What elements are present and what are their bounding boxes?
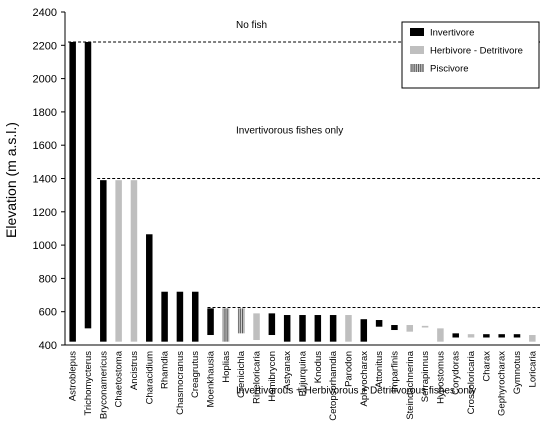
x-tick-label: Loricaria xyxy=(527,350,538,387)
x-tick-label: Rhamdia xyxy=(160,350,171,389)
bars xyxy=(69,41,536,342)
bar-crossoloricaria xyxy=(467,334,475,338)
bar-serrapinnus xyxy=(421,325,429,328)
bar-gymnotus xyxy=(513,334,521,338)
y-axis-ticks: 400 600 800 1000 1200 1400 1600 1800 2000 2200 240… xyxy=(33,7,65,352)
bar-aphyocharax xyxy=(360,319,368,342)
x-axis-tick-labels: Astroblepus Trichomycterus Bryconamericus C… xyxy=(68,350,539,420)
x-tick-label: Trichomycterus xyxy=(83,351,94,416)
bar-bujurquina xyxy=(299,315,306,342)
x-tick-label: Attonitus xyxy=(374,351,385,388)
x-tick-label: Creagrutus xyxy=(190,351,201,398)
x-tick-label: Imparfinis xyxy=(389,351,400,392)
bar-astroblepus xyxy=(69,41,76,342)
bar-characidium xyxy=(146,234,153,342)
x-tick-label: Ancistrus xyxy=(129,351,140,390)
x-tick-label: Crossoloricaria xyxy=(466,350,477,414)
x-tick-label: Hoplias xyxy=(221,351,232,383)
bar-imparfinis xyxy=(391,325,398,331)
bar-rhamdia xyxy=(161,291,168,342)
bar-moenkhausia xyxy=(207,308,214,336)
bar-parodon xyxy=(345,315,352,342)
x-tick-label: Steindachnerina xyxy=(405,350,416,419)
x-tick-label: Corydoras xyxy=(451,351,462,395)
x-tick-label: Gymnotus xyxy=(512,351,523,395)
x-tick-label: Cetopsorhamdia xyxy=(328,350,339,420)
x-tick-label: Crenicichla xyxy=(236,350,247,398)
y-axis-label: Elevation (m a.s.l.) xyxy=(3,122,19,238)
x-tick-label: Hemibrycon xyxy=(267,351,278,402)
x-tick-label: Moenkhausia xyxy=(206,350,217,407)
bar-crenicichla xyxy=(237,308,245,334)
bar-trichomycterus xyxy=(84,41,92,329)
y-tick-label: 2200 xyxy=(33,40,57,52)
y-tick-label: 2400 xyxy=(33,7,57,19)
legend-swatch xyxy=(410,28,424,36)
x-tick-label: Characidium xyxy=(144,351,155,404)
bar-hypostomus xyxy=(437,328,444,342)
legend-entry: Piscivore xyxy=(430,64,469,75)
y-tick-label: 600 xyxy=(39,307,57,319)
y-tick-label: 1200 xyxy=(33,207,57,219)
bar-creagrutus xyxy=(191,291,199,342)
axes xyxy=(64,12,540,346)
bar-hoplias xyxy=(222,308,230,342)
bar-loricaria xyxy=(529,335,536,342)
bar-attonitus xyxy=(375,320,383,327)
bar-rineloricaria xyxy=(253,313,260,341)
legend-box xyxy=(401,21,540,89)
bar-chaetostoma xyxy=(115,180,122,342)
x-tick-label: Chaetostoma xyxy=(114,350,125,407)
x-tick-label: Bryconamericus xyxy=(98,351,109,419)
x-tick-label: Knodus xyxy=(313,351,324,383)
x-tick-label: Astyanax xyxy=(282,351,293,390)
y-tick-label: 1800 xyxy=(33,107,57,119)
x-tick-label: Rineloricaria xyxy=(252,350,263,404)
legend-entry: Invertivore xyxy=(430,28,474,39)
bar-ancistrus xyxy=(130,180,138,342)
y-tick-label: 2000 xyxy=(33,74,57,86)
x-tick-label: Serrapinnus xyxy=(420,351,431,402)
bar-steindachnerina xyxy=(406,325,414,332)
bar-charax xyxy=(483,334,490,338)
bar-chasmocranus xyxy=(176,291,184,342)
reference-line-label: Invertivorous fishes only xyxy=(236,126,343,137)
y-tick-label: 1000 xyxy=(33,240,57,252)
bar-cetopsorhamdia xyxy=(329,315,337,342)
bar-knodus xyxy=(314,315,322,342)
legend: Invertivore Herbivore - Detritivore Pisciv… xyxy=(401,21,540,89)
x-tick-label: Charax xyxy=(481,351,492,382)
x-tick-label: Hypostomus xyxy=(435,351,446,404)
x-tick-label: Chasmocranus xyxy=(175,351,186,415)
y-tick-label: 400 xyxy=(39,340,57,352)
x-tick-label: Parodon xyxy=(343,351,354,387)
x-tick-label: Aphyocharax xyxy=(359,351,370,407)
bar-bryconamericus xyxy=(100,180,107,342)
reference-line-label: Invertivorous + Herbivorous + Detritivor… xyxy=(236,386,476,397)
x-tick-label: Astroblepus xyxy=(68,351,79,401)
y-tick-label: 800 xyxy=(39,273,57,285)
reference-line-label: No fish xyxy=(236,20,267,31)
x-tick-label: Bujurquina xyxy=(298,350,309,396)
legend-swatch xyxy=(410,64,424,72)
bar-hemibrycon xyxy=(268,313,276,336)
reference-lines: No fish Invertivorous fishes only Invertiv… xyxy=(68,20,540,397)
legend-entry: Herbivore - Detritivore xyxy=(430,46,523,57)
bar-astyanax xyxy=(283,315,291,342)
y-tick-label: 1400 xyxy=(33,174,57,186)
legend-swatch xyxy=(410,46,424,54)
y-tick-label: 1600 xyxy=(33,140,57,152)
bar-gephyrocharax xyxy=(498,334,505,338)
bar-corydoras xyxy=(452,333,459,338)
x-tick-label: Gephyrocharax xyxy=(497,351,508,416)
